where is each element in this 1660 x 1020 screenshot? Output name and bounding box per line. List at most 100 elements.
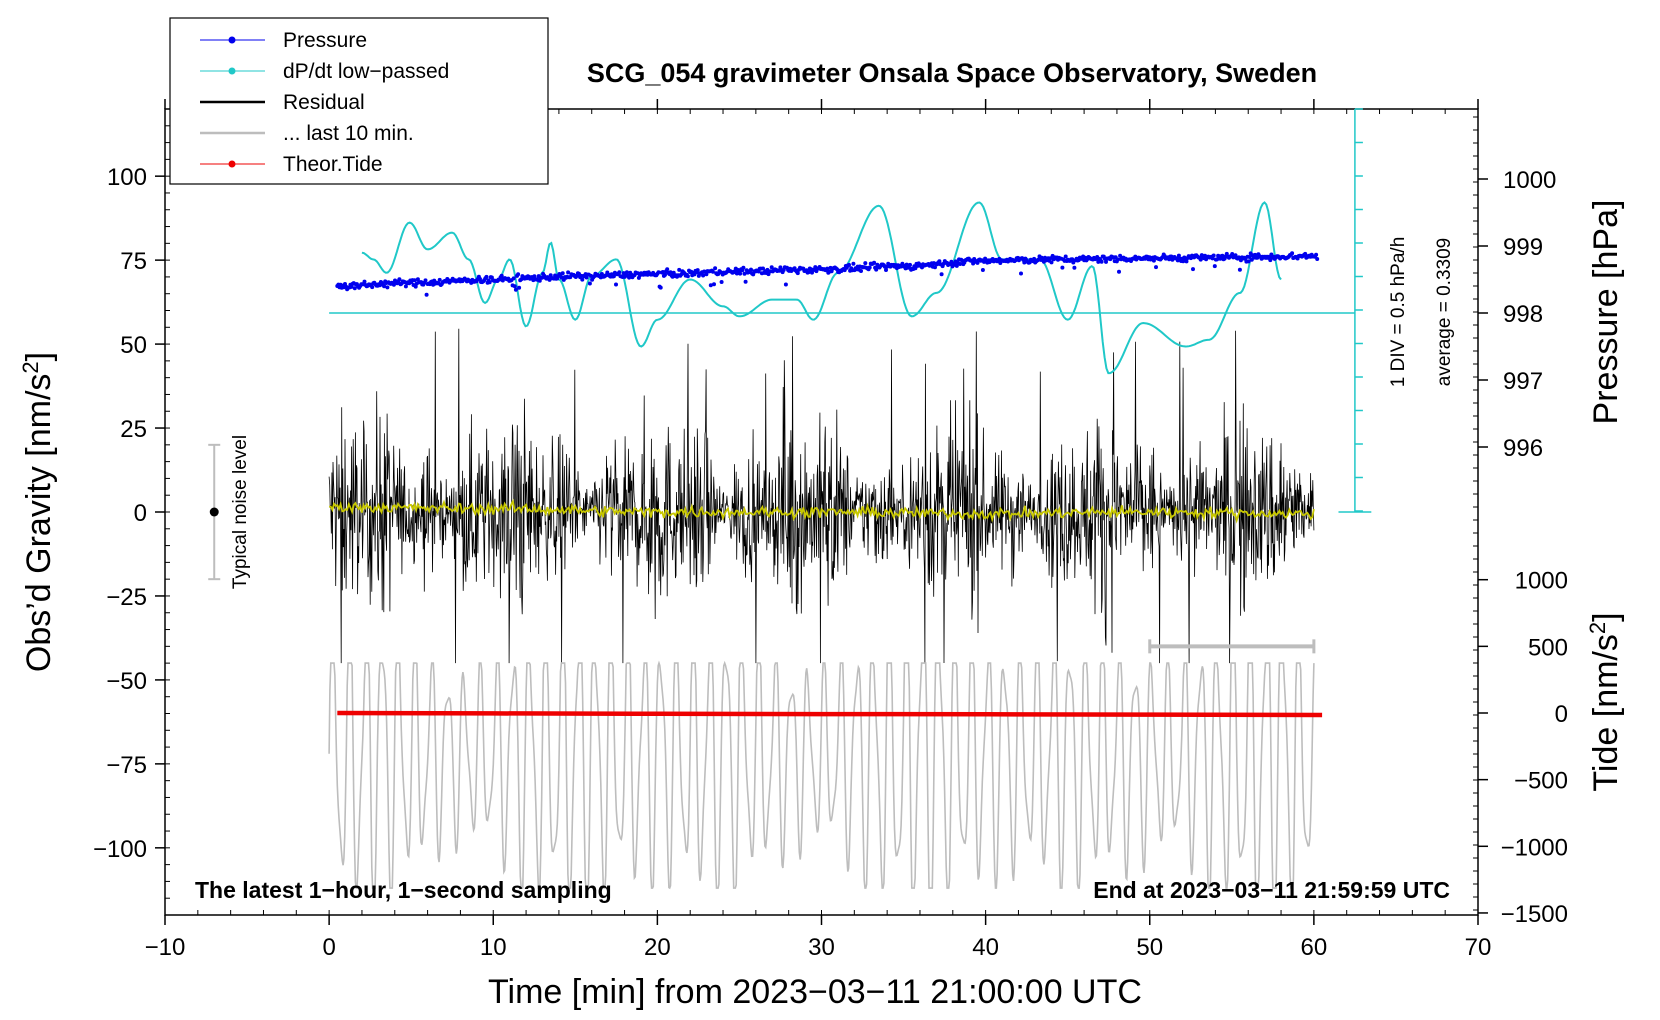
pressure-point [1099, 259, 1104, 264]
x-tick-label: 70 [1465, 934, 1492, 961]
pressure-point [1154, 265, 1158, 270]
pressure-point [713, 266, 718, 271]
pressure-point [1290, 251, 1295, 256]
y-left-tick-label: −50 [106, 668, 147, 695]
pressure-point [980, 268, 985, 272]
pressure-point [933, 265, 937, 270]
noise-bar-center [209, 507, 219, 517]
pressure-point [685, 274, 690, 279]
legend: Pressure dP/dt low−passed Residual ... last… [169, 17, 549, 185]
pressure-point [710, 269, 715, 274]
pressure-point [939, 272, 944, 277]
pressure-average-label: average = 0.3309 [1434, 238, 1455, 386]
pressure-point [362, 279, 367, 284]
pressure-point [516, 272, 521, 277]
y-left-tick-label: 50 [120, 332, 147, 359]
pressure-point [413, 284, 418, 289]
chart-title: SCG_054 gravimeter Onsala Space Observat… [587, 58, 1317, 88]
pressure-point [958, 262, 963, 266]
y-left-tick-label: −25 [106, 584, 147, 611]
y-left-tick-label: 0 [134, 500, 147, 527]
pressure-point [437, 277, 442, 282]
pressure-point [566, 270, 571, 275]
pressure-point [1117, 269, 1121, 274]
pressure-point [532, 274, 537, 279]
pressure-point [1049, 260, 1054, 265]
pressure-point [614, 282, 618, 287]
pressure-point [1060, 265, 1065, 270]
pressure-point [1063, 254, 1068, 259]
legend-marker [228, 67, 236, 75]
tide-tick-label: 1000 [1515, 568, 1568, 595]
pressure-point [884, 268, 888, 272]
pressure-point [742, 271, 747, 276]
pressure-point [617, 270, 622, 275]
pressure-point [712, 282, 716, 287]
pressure-point [370, 285, 375, 290]
pressure-point [851, 261, 856, 266]
pressure-point [859, 269, 863, 273]
pressure-point [1070, 257, 1075, 262]
pressure-point [937, 259, 942, 264]
pressure-point [511, 276, 516, 281]
pressure-point [749, 267, 753, 272]
y-axis-left-label-sup: 2 [18, 361, 43, 373]
pressure-point [580, 277, 585, 282]
pressure-tick-label: 997 [1503, 368, 1543, 395]
pressure-tick-label: 996 [1503, 435, 1543, 462]
pressure-point [738, 271, 743, 276]
pressure-point [513, 287, 518, 292]
y-left-tick-label: 75 [120, 248, 147, 275]
y-axis-left-label-close: ] [20, 352, 58, 361]
y-left-tick-label: 25 [120, 416, 147, 443]
pressure-point [1236, 255, 1241, 260]
y-axis-tide-label-main: Tide [nm/s [1587, 634, 1625, 791]
legend-label: Theor.Tide [283, 153, 383, 176]
pressure-point [537, 278, 542, 283]
pressure-point [663, 272, 667, 277]
pressure-series [335, 251, 1320, 297]
legend-label: Pressure [283, 29, 367, 52]
pressure-point [1246, 259, 1251, 264]
pressure-point [708, 283, 713, 288]
legend-label: ... last 10 min. [283, 122, 414, 145]
y-axis-pressure-label: Pressure [hPa] [1587, 200, 1625, 425]
pressure-point [1176, 253, 1181, 258]
pressure-point [1215, 257, 1219, 262]
pressure-point [954, 263, 959, 268]
y-axis-left-label: Obs’d Gravity [nm/s2] [18, 352, 58, 672]
pressure-scale-label: 1 DIV = 0.5 hPa/h [1388, 237, 1409, 388]
pressure-point [806, 270, 811, 275]
pressure-point [743, 279, 748, 284]
pressure-point [349, 284, 354, 289]
pressure-point [627, 275, 632, 280]
tide-tick-label: 0 [1555, 701, 1568, 728]
tide-tick-label: −1000 [1501, 834, 1568, 861]
x-tick-label: 40 [972, 934, 999, 961]
x-tick-label: 0 [322, 934, 335, 961]
pressure-point [1314, 252, 1319, 257]
pressure-point [1220, 253, 1225, 258]
pressure-point [761, 266, 765, 271]
pressure-point [1247, 255, 1252, 259]
pressure-point [904, 262, 909, 267]
y-axis-tide-label: Tide [nm/s2] [1585, 612, 1625, 791]
tide-tick-label: 500 [1528, 634, 1568, 661]
pressure-point [695, 268, 700, 273]
pressure-point [741, 265, 746, 270]
tide-tick-label: −1500 [1501, 901, 1568, 928]
pressure-point [487, 280, 492, 285]
pressure-point [1104, 259, 1108, 264]
pressure-point [1211, 253, 1216, 258]
legend-label: dP/dt low−passed [283, 60, 449, 83]
pressure-point [1151, 258, 1156, 263]
pressure-point [795, 271, 800, 276]
pressure-point [665, 267, 670, 272]
pressure-point [512, 284, 517, 289]
x-tick-label: 20 [644, 934, 671, 961]
pressure-point [719, 280, 724, 284]
pressure-point [553, 273, 558, 278]
x-tick-label: 50 [1136, 934, 1163, 961]
pressure-point [908, 262, 912, 267]
x-tick-label: 60 [1301, 934, 1328, 961]
